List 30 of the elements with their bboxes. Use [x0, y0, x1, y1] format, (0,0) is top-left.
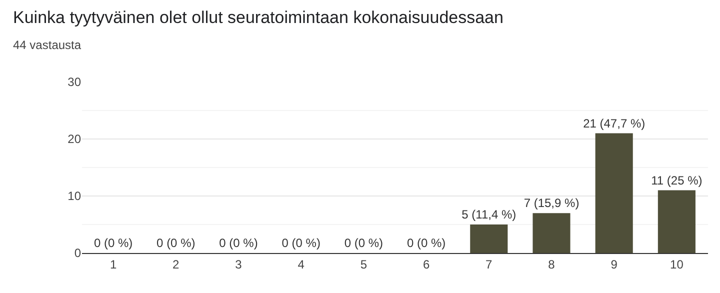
data-label: 0 (0 %): [282, 236, 320, 250]
chart-subtitle: 44 vastausta: [13, 38, 82, 52]
x-tick-label: 2: [172, 257, 180, 272]
data-label: 0 (0 %): [344, 236, 384, 250]
y-tick-label: 20: [68, 132, 82, 146]
data-label: 5 (11,4 %): [462, 208, 516, 222]
data-label: 11 (25 %): [651, 173, 702, 188]
x-tick-label: 6: [422, 257, 430, 272]
x-tick-label: 9: [610, 257, 618, 272]
bar: [595, 133, 633, 253]
x-tick-label: 5: [360, 257, 368, 272]
y-tick-label: 10: [68, 189, 82, 204]
data-label: 0 (0 %): [94, 236, 133, 250]
bar: [532, 213, 570, 253]
bar: [658, 190, 696, 253]
data-label: 0 (0 %): [156, 236, 196, 250]
x-tick-label: 4: [298, 257, 305, 272]
data-label: 0 (0 %): [406, 236, 446, 250]
y-tick-label: 30: [68, 75, 82, 90]
y-tick-label: 0: [74, 246, 82, 260]
bar: [470, 224, 508, 253]
data-label: 0 (0 %): [219, 236, 258, 250]
x-tick-label: 1: [110, 257, 117, 272]
x-tick-label: 7: [486, 257, 493, 272]
x-tick-label: 10: [670, 257, 684, 272]
x-tick-label: 3: [235, 257, 242, 272]
chart-title: Kuinka tyytyväinen olet ollut seuratoimintaan kokonaisuudessaan: [13, 8, 504, 27]
data-label: 7 (15,9 %): [524, 196, 580, 210]
data-label: 21 (47,7 %): [583, 116, 646, 130]
x-tick-label: 8: [548, 257, 556, 272]
